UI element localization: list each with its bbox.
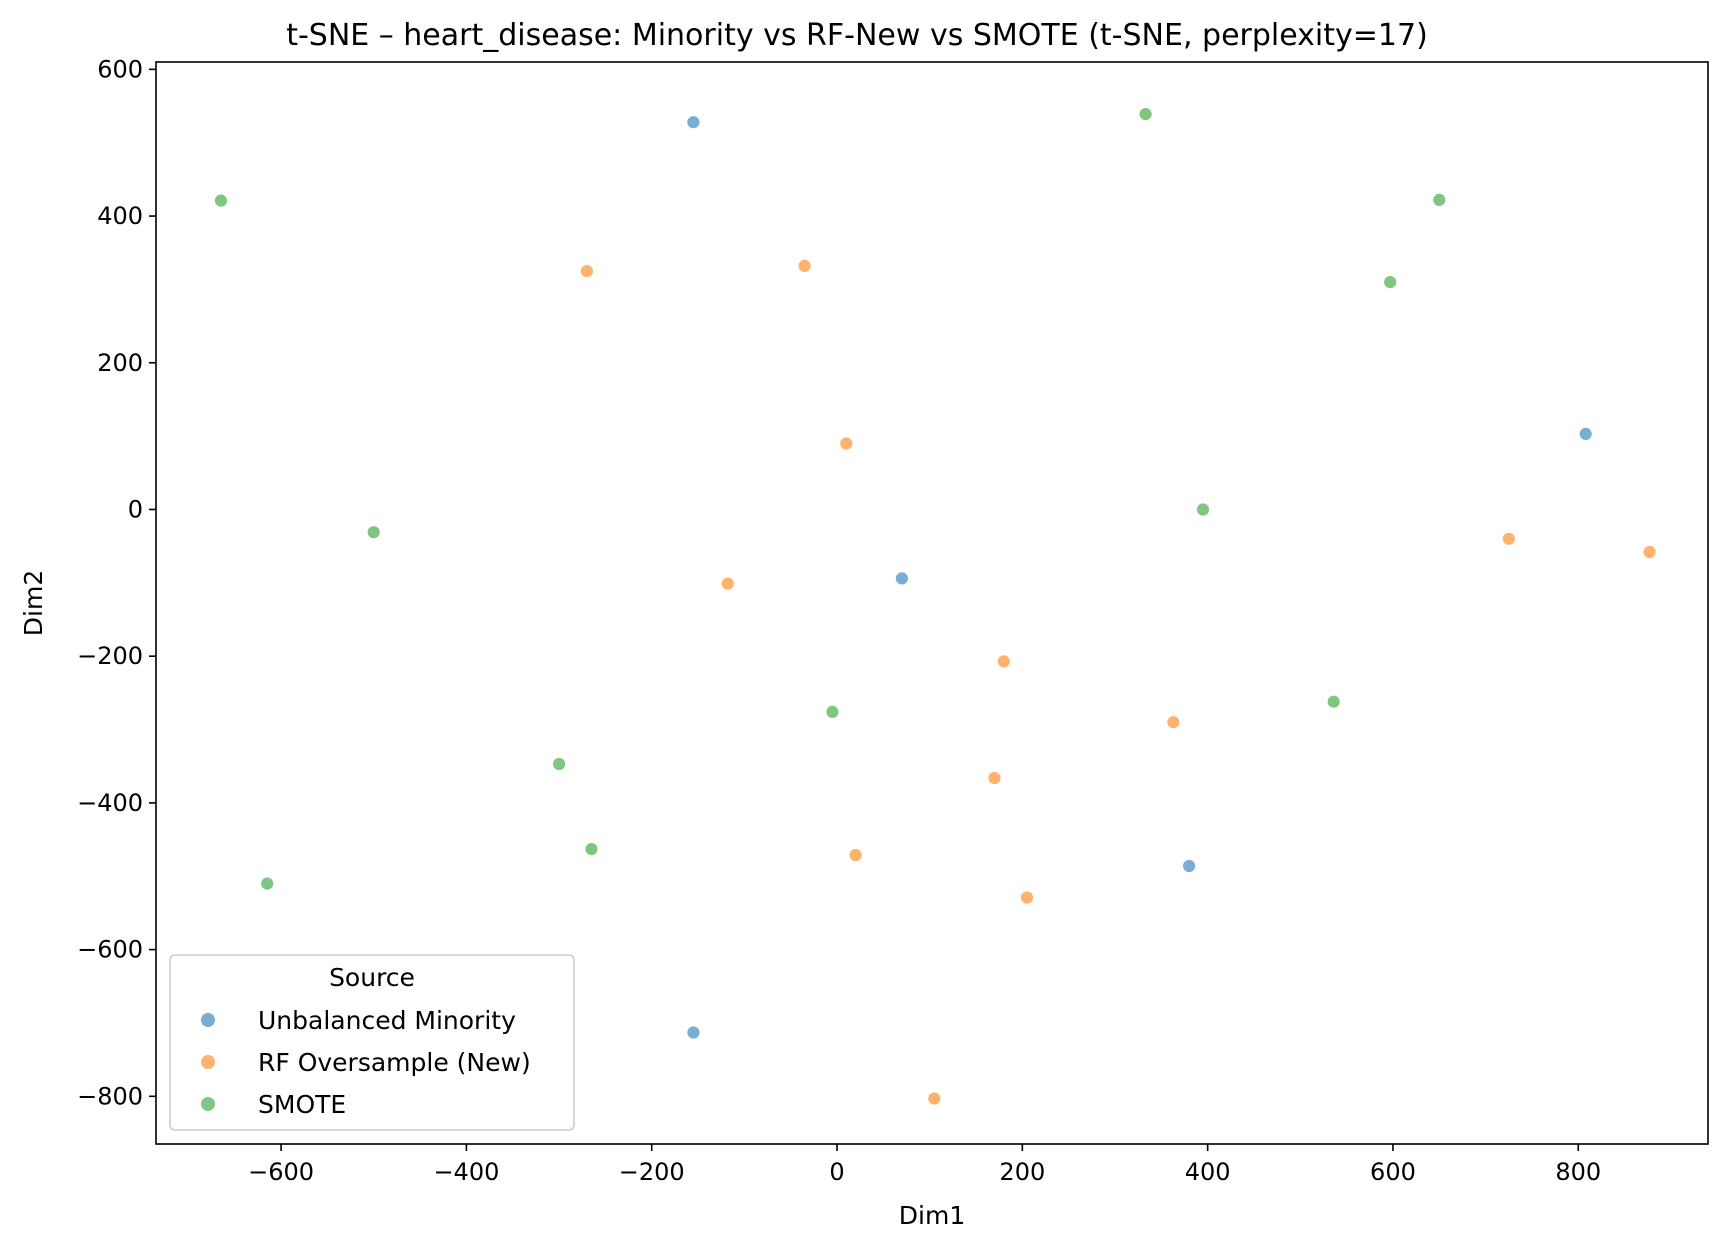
y-tick-label: −400: [77, 789, 143, 817]
legend: Source Unbalanced Minority RF Oversample …: [169, 954, 575, 1131]
x-tick-label: 800: [1555, 1158, 1601, 1186]
data-point: [895, 571, 909, 586]
data-point: [584, 842, 599, 856]
points-layer: [213, 107, 1657, 1106]
y-tick-label: 400: [97, 202, 143, 230]
legend-marker: [201, 1055, 215, 1069]
legend-label: SMOTE: [258, 1090, 346, 1119]
data-point: [1138, 107, 1153, 121]
x-tick-label: −400: [433, 1158, 499, 1186]
x-tick-label: −200: [619, 1158, 685, 1186]
data-point: [848, 848, 863, 862]
data-point: [839, 436, 854, 451]
legend-label: RF Oversample (New): [258, 1048, 531, 1077]
data-point: [1432, 192, 1447, 207]
data-point: [1196, 502, 1210, 517]
y-axis: 600 400 200 0 −200 −400 −600 −800: [77, 55, 156, 1110]
data-point: [1501, 531, 1516, 546]
data-point: [686, 115, 701, 130]
y-tick-label: 200: [97, 349, 143, 377]
data-point: [1326, 694, 1341, 709]
data-point: [1182, 859, 1196, 873]
data-point: [1642, 545, 1657, 559]
legend-title: Source: [329, 963, 415, 992]
y-axis-label: Dim2: [19, 570, 48, 636]
data-point: [686, 1025, 701, 1040]
legend-label: Unbalanced Minority: [258, 1006, 516, 1035]
y-tick-label: −200: [77, 642, 143, 670]
data-point: [720, 576, 735, 591]
data-point: [580, 264, 594, 279]
legend-marker: [201, 1013, 215, 1027]
data-point: [1383, 275, 1398, 290]
x-tick-label: 400: [1185, 1158, 1231, 1186]
x-axis: −600 −400 −200 0 200 400 600 800: [248, 1144, 1601, 1186]
y-tick-label: 0: [128, 495, 143, 523]
y-tick-label: −800: [77, 1082, 143, 1110]
legend-marker: [201, 1097, 215, 1111]
data-point: [552, 757, 566, 771]
y-tick-label: 600: [97, 55, 143, 83]
data-point: [213, 193, 228, 208]
x-tick-label: 0: [829, 1158, 844, 1186]
data-point: [987, 771, 1002, 785]
plot-frame: [155, 61, 1709, 1145]
y-tick-label: −600: [77, 936, 143, 964]
data-point: [1578, 426, 1593, 441]
x-axis-label: Dim1: [899, 1201, 965, 1230]
legend-box: [169, 954, 575, 1131]
chart-title: t-SNE – heart_disease: Minority vs RF-Ne…: [286, 18, 1428, 53]
data-point: [825, 705, 840, 719]
legend-entries: Unbalanced Minority RF Oversample (New) SM…: [201, 1006, 531, 1119]
x-tick-label: 200: [999, 1158, 1045, 1186]
data-point: [797, 258, 812, 273]
data-point: [996, 654, 1011, 669]
x-tick-label: −600: [248, 1158, 314, 1186]
data-point: [366, 525, 381, 540]
data-point: [260, 876, 275, 891]
data-point: [1020, 890, 1034, 905]
data-point: [1166, 715, 1181, 730]
data-point: [927, 1091, 942, 1106]
x-tick-label: 600: [1370, 1158, 1416, 1186]
